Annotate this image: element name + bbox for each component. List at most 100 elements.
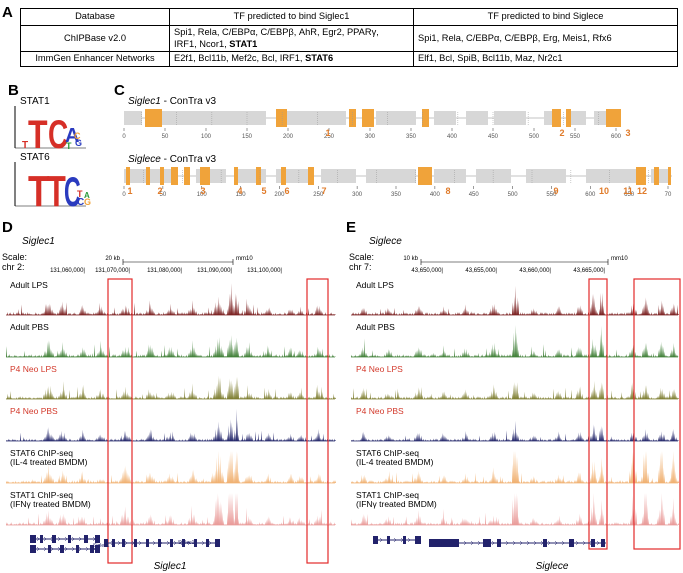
contra-conserved-block [494, 111, 526, 125]
track-label: STAT6 ChIP-seq [10, 448, 73, 458]
contra-conserved-block [476, 169, 511, 183]
gene-exon [30, 545, 36, 553]
signal-track [351, 380, 679, 399]
gene-exon [104, 539, 108, 547]
contra-tfbs-block [256, 167, 261, 185]
gene-strand-arrow [85, 546, 89, 552]
panel-letter-b: B [8, 82, 19, 99]
track-label: P4 Neo PBS [356, 406, 404, 416]
contra-conserved-block [124, 111, 142, 125]
gene-strand-arrow [43, 536, 47, 542]
gene-exon [95, 535, 100, 543]
signal-track [6, 335, 336, 357]
logo-letter: C [48, 113, 68, 157]
gene-strand-arrow [117, 540, 121, 546]
contra-tfbs-block [308, 167, 314, 185]
table-text: IRF1, Ncor1, [174, 38, 230, 49]
track-label: STAT1 ChIP-seq [10, 490, 73, 500]
gene-strand-arrow [152, 540, 156, 546]
gene-small-label: Siglece [435, 541, 452, 547]
gene-exon [497, 539, 501, 547]
browser-e-chr-label: chr 7: [349, 262, 372, 272]
scale-bar-label: 20 kb [105, 256, 120, 262]
gene-strand-arrow [505, 540, 509, 546]
gene-strand-arrow [470, 540, 474, 546]
contra-tfbs-block [126, 167, 130, 185]
gene-exon [403, 536, 406, 544]
highlight-box [588, 278, 608, 550]
gene-exon [40, 535, 43, 543]
contra-tick-label: 100 [197, 192, 208, 198]
contra-tfbs-block [146, 167, 150, 185]
tf-prediction-table: Database TF predicted to bind Siglec1 TF… [20, 8, 678, 67]
signal-track [351, 451, 679, 483]
browser-d-chr-label: chr 2: [2, 262, 25, 272]
contra-tfbs-block [362, 109, 374, 127]
contra-tick-label: 450 [469, 192, 480, 198]
logo-letter: C [77, 197, 84, 208]
signal-track [351, 285, 679, 315]
table-header-siglec1-text: TF predicted to bind Siglec1 [233, 11, 350, 22]
gene-strand-arrow [379, 537, 383, 543]
gene-strand-arrow [519, 540, 523, 546]
gene-exon [112, 539, 115, 547]
track-label: P4 Neo PBS [10, 406, 58, 416]
logo-label-stat1: STAT1 [20, 96, 50, 107]
gene-strand-arrow [575, 540, 579, 546]
gene-exon [215, 539, 220, 547]
contra-tick-label: 550 [546, 192, 557, 198]
contra-tick-label: 70 [665, 192, 672, 198]
contra-site-label: 11 [623, 186, 633, 196]
contra-tick-label: 500 [529, 134, 540, 140]
table-cell-siglece: Elf1, Bcl, SpiB, Bcl11b, Maz, Nr2c1 [413, 51, 678, 67]
track-label: Adult LPS [356, 280, 394, 290]
track-label: P4 Neo LPS [356, 364, 403, 374]
contra-conserved-block [651, 169, 668, 183]
track-label-2: (IFNγ treated BMDM) [10, 499, 91, 509]
gene-strand-arrow [78, 536, 82, 542]
contra-site-label: 1 [127, 186, 132, 196]
contra-conserved-block [586, 169, 636, 183]
logo-letter: T [47, 168, 66, 208]
gene-exon [170, 539, 173, 547]
contra-tick-label: 350 [406, 134, 417, 140]
track-label: Adult PBS [356, 322, 395, 332]
gene-small-label: Siglec1 [178, 540, 195, 546]
table-text: E2f1, Bcl11b, Mef2c, Bcl, IRF1, [174, 53, 306, 63]
contra-suffix: - ConTra v3 [160, 96, 217, 107]
logo-letter: A [84, 191, 90, 200]
contra-tick-label: 250 [313, 192, 324, 198]
gene-strand-arrow [512, 540, 516, 546]
contra-tick-label: 400 [430, 192, 441, 198]
gene-exon [48, 545, 51, 553]
signal-track [351, 325, 679, 357]
contra-conserved-block [286, 111, 346, 125]
coordinate-label: 131,060,000| [50, 268, 85, 274]
gene-strand-arrow [407, 537, 411, 543]
contra-tfbs-block [171, 167, 178, 185]
table-cell-db: ChIPBase v2.0 [20, 25, 170, 52]
contra-conserved-block [434, 169, 466, 183]
gene-exon [68, 535, 71, 543]
contra-tick-label: 50 [162, 134, 169, 140]
gene-strand-arrow [50, 546, 54, 552]
gene-exon [373, 536, 378, 544]
coordinate-label: 131,070,000| [95, 268, 130, 274]
table-row: ImmGen Enhancer Networks E2f1, Bcl11b, M… [20, 51, 678, 67]
gene-exon [146, 539, 149, 547]
gene-exon [30, 535, 36, 543]
logo-letter: T [28, 167, 50, 208]
gene-strand-arrow [78, 546, 82, 552]
gene-strand-arrow [533, 540, 537, 546]
contra-tfbs-block [422, 109, 429, 127]
gene-exon [387, 536, 390, 544]
logo-letter: A [65, 125, 79, 147]
contra-tick-label: 400 [447, 134, 458, 140]
gene-exon [429, 539, 459, 547]
contra-tick-label: 0 [122, 192, 126, 198]
gene-exon [194, 539, 197, 547]
highlight-box [306, 278, 329, 564]
contra-conserved-block [434, 111, 456, 125]
contra-tick-label: 600 [611, 134, 622, 140]
